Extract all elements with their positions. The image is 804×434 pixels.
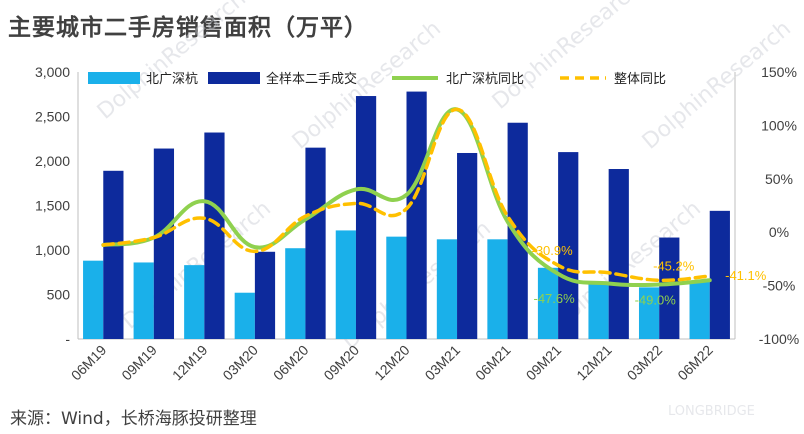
bar-bgsz xyxy=(386,236,407,339)
legend-label: 全样本二手成交 xyxy=(266,71,357,87)
legend-label: 北广深杭 xyxy=(146,72,198,87)
x-tick-label: 09M19 xyxy=(118,342,160,384)
y-right-tick-label: -100% xyxy=(759,331,799,347)
legend: 北广深杭 全样本二手成交 北广深杭同比 整体同比 xyxy=(88,71,666,87)
y-left-tick-label: 1,500 xyxy=(35,198,70,214)
legend-label: 北广深杭同比 xyxy=(446,72,524,87)
bar-bgsz xyxy=(184,265,205,339)
watermark-text: LONGBRIDGE xyxy=(668,404,755,419)
bar-bgsz xyxy=(234,292,255,339)
x-tick-label: 03M22 xyxy=(624,342,666,384)
y-right-tick-label: 50% xyxy=(765,171,793,187)
y-right-tick-label: 150% xyxy=(761,64,797,80)
legend-swatch xyxy=(208,72,260,84)
bar-bgsz xyxy=(335,230,356,339)
legend-swatch xyxy=(88,72,140,84)
annotations-layer: -30.9% -47.6% -45.2% -41.1% -49.0% xyxy=(532,243,767,307)
bar-total xyxy=(305,147,326,339)
bar-bgsz xyxy=(83,260,104,339)
y-right-tick-label: 100% xyxy=(761,117,797,133)
bar-total xyxy=(254,251,276,339)
data-label: -45.2% xyxy=(653,258,695,273)
bar-total xyxy=(457,152,478,339)
line-total-yoy xyxy=(101,107,712,283)
bar-total xyxy=(608,169,629,339)
lines-layer xyxy=(101,107,712,288)
bar-bgsz xyxy=(133,262,154,339)
x-tick-label: 06M19 xyxy=(68,342,110,384)
x-tick-label: 06M22 xyxy=(674,342,716,384)
bar-total xyxy=(103,170,124,339)
watermark-text: DolphinResearch xyxy=(93,0,251,125)
y-right-tick-label: -50% xyxy=(763,278,796,294)
bar-total xyxy=(558,152,579,339)
bar-total xyxy=(659,237,680,339)
bar-total xyxy=(204,132,225,339)
y-left-tick-label: 3,000 xyxy=(35,64,70,80)
line-bgsz-yoy xyxy=(101,107,712,288)
bar-bgsz xyxy=(285,248,306,339)
watermark-text: DolphinResearch xyxy=(488,0,646,115)
x-tick-label: 09M20 xyxy=(320,342,362,384)
bar-total xyxy=(406,91,427,339)
bar-bgsz xyxy=(487,239,508,339)
y-left-tick-label: 2,000 xyxy=(35,153,70,169)
bar-total xyxy=(709,210,730,339)
x-tick-label: 03M20 xyxy=(219,342,261,384)
y-right-tick-label: 0% xyxy=(769,224,789,240)
bar-bgsz xyxy=(436,239,458,339)
data-label: -47.6% xyxy=(534,291,576,306)
bar-total xyxy=(355,96,377,339)
x-tick-label: 12M20 xyxy=(371,342,413,384)
bar-total xyxy=(153,148,175,339)
x-tick-label: 03M21 xyxy=(422,342,464,384)
data-label: -41.1% xyxy=(725,268,767,283)
data-label: -30.9% xyxy=(532,243,574,258)
y-left-tick-label: - xyxy=(65,331,70,347)
y-left-tick-label: 1,000 xyxy=(35,242,70,258)
bar-bgsz xyxy=(588,282,609,339)
y-left-tick-label: 2,500 xyxy=(35,109,70,125)
x-tick-label: 06M20 xyxy=(270,342,312,384)
data-label: -49.0% xyxy=(635,293,677,308)
bar-bgsz xyxy=(689,281,710,339)
bar-bgsz xyxy=(638,287,660,339)
x-tick-label: 12M19 xyxy=(169,342,211,384)
x-tick-label: 12M21 xyxy=(573,342,615,384)
x-tick-label: 06M21 xyxy=(472,342,514,384)
y-left-tick-label: 500 xyxy=(47,287,71,303)
chart-title: 主要城市二手房销售面积（万平） xyxy=(8,15,368,41)
legend-label: 整体同比 xyxy=(614,72,666,87)
x-tick-label: 09M21 xyxy=(523,342,565,384)
bar-bgsz xyxy=(537,267,559,339)
source-note: 来源：Wind，长桥海豚投研整理 xyxy=(10,409,257,429)
